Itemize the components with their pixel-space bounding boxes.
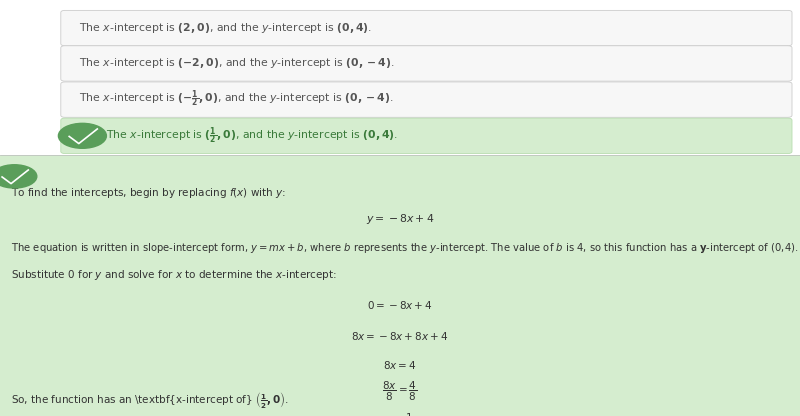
Text: $x = \dfrac{1}{2}$: $x = \dfrac{1}{2}$	[386, 411, 414, 416]
Text: $\dfrac{8x}{8} = \dfrac{4}{8}$: $\dfrac{8x}{8} = \dfrac{4}{8}$	[382, 380, 418, 404]
Text: The $x$-intercept is $\mathbf{(\frac{1}{2},0)}$, and the $y$-intercept is $\math: The $x$-intercept is $\mathbf{(\frac{1}{…	[106, 125, 398, 146]
FancyBboxPatch shape	[61, 82, 792, 117]
Text: Substitute 0 for $y$ and solve for $x$ to determine the $x$-intercept:: Substitute 0 for $y$ and solve for $x$ t…	[11, 268, 337, 282]
Text: To find the intercepts, begin by replacing $f(x)$ with $y$:: To find the intercepts, begin by replaci…	[11, 186, 286, 200]
Text: $8x = 4$: $8x = 4$	[383, 359, 417, 371]
Text: The equation is written in slope-intercept form, $y = mx + b$, where $b$ represe: The equation is written in slope-interce…	[11, 241, 798, 255]
Text: $0 = -8x + 4$: $0 = -8x + 4$	[367, 299, 433, 310]
Circle shape	[58, 123, 106, 149]
Text: $8x = -8x + 8x + 4$: $8x = -8x + 8x + 4$	[351, 330, 449, 342]
Text: $y = -8x + 4$: $y = -8x + 4$	[366, 212, 434, 226]
FancyBboxPatch shape	[61, 118, 792, 154]
Circle shape	[0, 165, 37, 188]
FancyBboxPatch shape	[61, 46, 792, 81]
Bar	[0, 155, 800, 416]
Text: The $x$-intercept is $\mathbf{(2,0)}$, and the $y$-intercept is $\mathbf{(0,4)}$: The $x$-intercept is $\mathbf{(2,0)}$, a…	[79, 21, 372, 35]
Text: So, the function has an \textbf{x-intercept of} $\mathbf{\left(\frac{1}{2},0\rig: So, the function has an \textbf{x-interc…	[11, 390, 289, 410]
Text: The $x$-intercept is $\mathbf{(-2,0)}$, and the $y$-intercept is $\mathbf{(0,-4): The $x$-intercept is $\mathbf{(-2,0)}$, …	[79, 57, 394, 70]
FancyBboxPatch shape	[61, 10, 792, 46]
Text: The $x$-intercept is $\mathbf{(-\frac{1}{2},0)}$, and the $y$-intercept is $\mat: The $x$-intercept is $\mathbf{(-\frac{1}…	[79, 89, 394, 110]
